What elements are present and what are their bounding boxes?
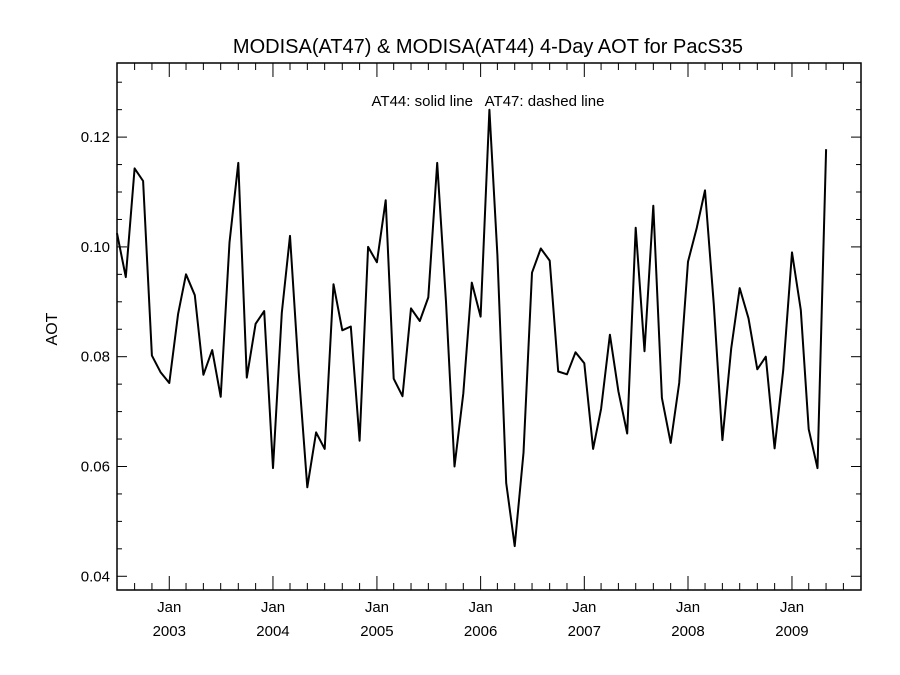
x-tick-label-month: Jan bbox=[469, 599, 493, 616]
x-tick-label-year: 2004 bbox=[256, 623, 289, 640]
y-axis-title: AOT bbox=[44, 312, 61, 345]
chart-title: MODISA(AT47) & MODISA(AT44) 4-Day AOT fo… bbox=[233, 36, 743, 58]
x-tick-label-month: Jan bbox=[365, 599, 389, 616]
y-tick-label: 0.08 bbox=[81, 349, 110, 366]
axis-ticks bbox=[116, 63, 862, 590]
x-tick-label-year: 2005 bbox=[360, 623, 393, 640]
y-tick-label: 0.04 bbox=[81, 568, 110, 585]
x-tick-label-month: Jan bbox=[261, 599, 285, 616]
plot-frame bbox=[116, 62, 862, 591]
series-group bbox=[116, 108, 828, 548]
x-tick-label-month: Jan bbox=[676, 599, 700, 616]
x-tick-label-year: 2009 bbox=[775, 623, 808, 640]
x-tick-label-year: 2008 bbox=[671, 623, 704, 640]
y-tick-label: 0.06 bbox=[81, 458, 110, 475]
series-line-solid bbox=[116, 108, 828, 548]
tick-labels: 0.04 0.06 0.08 0.10 0.12 Jan 2003 Jan 2004 Jan 200… bbox=[81, 129, 809, 640]
y-tick-label: 0.10 bbox=[81, 239, 110, 256]
x-tick-label-year: 2003 bbox=[153, 623, 186, 640]
x-tick-label-year: 2006 bbox=[464, 623, 497, 640]
line-style-annotation: AT44: solid line AT47: dashed line bbox=[372, 93, 605, 110]
x-tick-label-month: Jan bbox=[572, 599, 596, 616]
x-tick-label-month: Jan bbox=[157, 599, 181, 616]
x-tick-label-month: Jan bbox=[780, 599, 804, 616]
x-tick-label-year: 2007 bbox=[568, 623, 601, 640]
y-tick-label: 0.12 bbox=[81, 129, 110, 146]
